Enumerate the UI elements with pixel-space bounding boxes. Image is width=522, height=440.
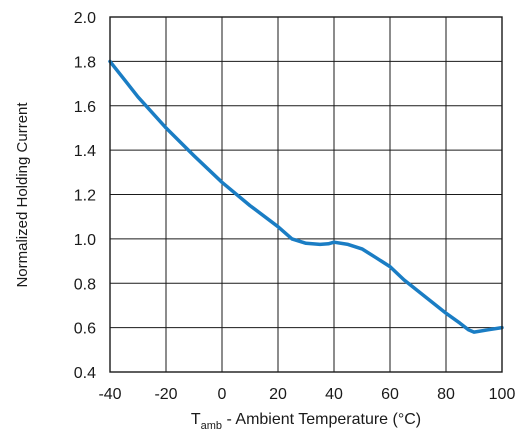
x-tick-label: -40 bbox=[98, 386, 121, 403]
y-tick-label: 1.0 bbox=[74, 232, 96, 249]
plot-frame bbox=[109, 16, 503, 373]
x-axis-label-subscript: amb bbox=[201, 420, 222, 432]
grid bbox=[110, 17, 502, 372]
x-axis-ticks: -40 -20 0 20 40 60 80 100 bbox=[98, 386, 515, 403]
y-tick-label: 1.2 bbox=[74, 188, 96, 205]
x-tick-label: 100 bbox=[489, 386, 516, 403]
y-tick-label: 1.4 bbox=[74, 143, 96, 160]
y-tick-label: 1.8 bbox=[74, 54, 96, 71]
y-axis-label: Normalized Holding Current bbox=[14, 102, 31, 288]
series-layer bbox=[108, 59, 504, 334]
x-tick-label: 40 bbox=[325, 386, 343, 403]
x-tick-label: 0 bbox=[218, 386, 227, 403]
y-axis-ticks: 0.4 0.6 0.8 1.0 1.2 1.4 1.6 1.8 2.0 bbox=[74, 10, 96, 382]
y-tick-label: 0.6 bbox=[74, 321, 96, 338]
x-tick-label: 20 bbox=[269, 386, 287, 403]
y-tick-label: 1.6 bbox=[74, 99, 96, 116]
y-tick-label: 0.8 bbox=[74, 276, 96, 293]
x-axis-label-rest: - Ambient Temperature (°C) bbox=[222, 411, 421, 428]
x-axis-label: Tamb - Ambient Temperature (°C) bbox=[191, 411, 421, 432]
x-tick-label: -20 bbox=[154, 386, 177, 403]
x-tick-label: 60 bbox=[381, 386, 399, 403]
x-axis-label-main: T bbox=[191, 411, 201, 428]
y-tick-label: 0.4 bbox=[74, 365, 96, 382]
x-tick-label: 80 bbox=[437, 386, 455, 403]
y-tick-label: 2.0 bbox=[74, 10, 96, 27]
series-line bbox=[108, 59, 504, 334]
